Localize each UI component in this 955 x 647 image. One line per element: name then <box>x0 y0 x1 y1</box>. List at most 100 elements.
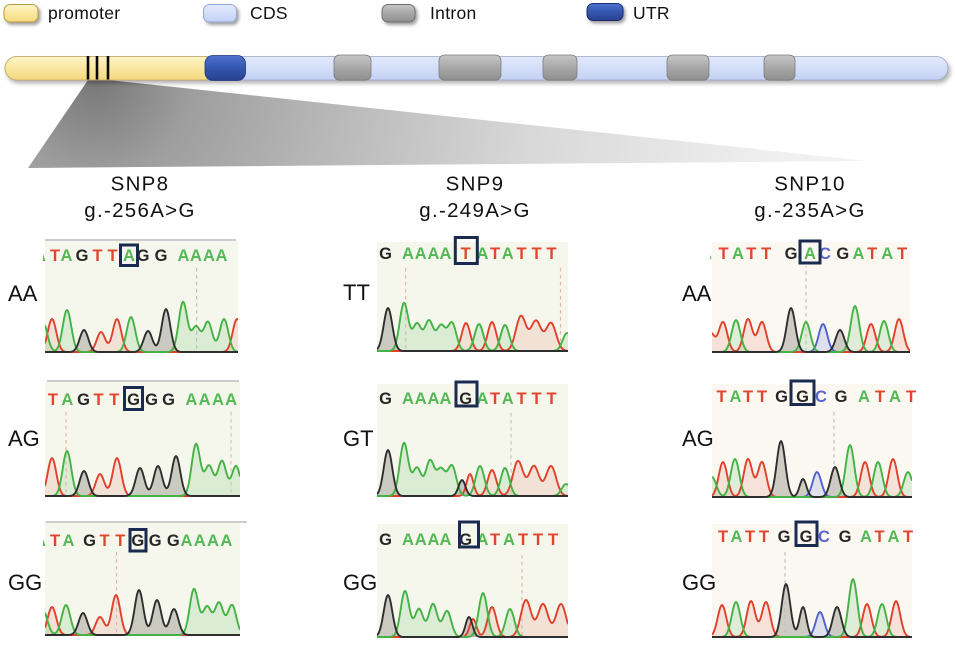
svg-text:A: A <box>502 390 514 408</box>
svg-text:T: T <box>92 247 102 265</box>
svg-text:T: T <box>533 531 543 549</box>
svg-text:T: T <box>757 388 767 406</box>
svg-text:G: G <box>778 528 791 546</box>
svg-text:T: T <box>50 247 60 265</box>
svg-text:A: A <box>700 245 712 263</box>
svg-text:G: G <box>149 532 162 550</box>
svg-text:A: A <box>185 391 197 409</box>
svg-text:T: T <box>531 390 541 408</box>
svg-text:G: G <box>775 388 788 406</box>
svg-text:G: G <box>796 388 809 406</box>
svg-text:T: T <box>906 388 916 406</box>
svg-text:A: A <box>194 532 206 550</box>
svg-text:T: T <box>518 531 528 549</box>
svg-text:T: T <box>759 528 769 546</box>
svg-text:A: A <box>440 390 452 408</box>
svg-text:G: G <box>785 245 798 263</box>
svg-text:T: T <box>548 531 558 549</box>
svg-text:A: A <box>402 531 414 549</box>
svg-text:G: G <box>379 245 392 263</box>
svg-text:A: A <box>732 245 744 263</box>
svg-text:promoter: promoter <box>48 3 120 23</box>
svg-text:A: A <box>415 531 427 549</box>
svg-text:A: A <box>731 528 743 546</box>
svg-text:A: A <box>888 528 900 546</box>
svg-text:A: A <box>730 388 742 406</box>
svg-text:A: A <box>503 531 515 549</box>
svg-text:G: G <box>379 390 392 408</box>
svg-text:A: A <box>427 390 439 408</box>
svg-text:G: G <box>167 532 180 550</box>
svg-text:G: G <box>137 247 150 265</box>
svg-text:G: G <box>379 531 392 549</box>
svg-text:SNP10: SNP10 <box>774 173 845 196</box>
svg-text:T: T <box>516 390 526 408</box>
svg-text:A: A <box>123 247 135 265</box>
svg-text:G: G <box>155 247 168 265</box>
svg-text:A: A <box>402 245 414 263</box>
svg-text:A: A <box>860 528 872 546</box>
svg-text:T: T <box>490 390 500 408</box>
svg-text:A: A <box>440 245 452 263</box>
svg-text:A: A <box>415 390 427 408</box>
svg-text:CDS: CDS <box>250 3 288 23</box>
svg-text:T: T <box>109 391 119 409</box>
svg-text:g.-235A>G: g.-235A>G <box>754 199 865 222</box>
svg-text:T: T <box>897 245 907 263</box>
svg-text:T: T <box>745 528 755 546</box>
svg-text:A: A <box>61 247 73 265</box>
svg-text:G: G <box>839 528 852 546</box>
svg-text:G: G <box>127 391 140 409</box>
svg-text:A: A <box>858 388 870 406</box>
svg-text:A: A <box>440 531 452 549</box>
svg-text:G: G <box>800 528 813 546</box>
svg-text:g.-256A>G: g.-256A>G <box>84 199 195 222</box>
svg-text:g.-249A>G: g.-249A>G <box>419 199 530 222</box>
svg-text:G: G <box>836 245 849 263</box>
svg-text:A: A <box>427 245 439 263</box>
svg-text:A: A <box>427 531 439 549</box>
svg-text:GG: GG <box>682 570 716 595</box>
svg-text:T: T <box>716 388 726 406</box>
svg-text:G: G <box>83 532 96 550</box>
svg-text:C: C <box>815 388 827 406</box>
svg-text:A: A <box>889 388 901 406</box>
svg-text:A: A <box>34 532 46 550</box>
svg-text:T: T <box>48 391 58 409</box>
svg-text:A: A <box>502 245 514 263</box>
svg-text:T: T <box>743 388 753 406</box>
svg-text:T: T <box>874 528 884 546</box>
svg-text:G: G <box>131 532 144 550</box>
svg-text:GT: GT <box>343 426 374 451</box>
svg-text:G: G <box>145 391 158 409</box>
svg-text:T: T <box>490 245 500 263</box>
svg-text:A: A <box>61 391 73 409</box>
svg-text:A: A <box>476 245 488 263</box>
svg-text:T: T <box>546 390 556 408</box>
svg-text:T: T <box>531 245 541 263</box>
svg-text:A: A <box>212 391 224 409</box>
svg-text:T: T <box>50 532 60 550</box>
svg-text:AG: AG <box>682 426 714 451</box>
svg-text:T: T <box>875 388 885 406</box>
svg-text:T: T <box>115 532 125 550</box>
svg-text:T: T <box>761 245 771 263</box>
svg-text:T: T <box>867 245 877 263</box>
svg-text:T: T <box>94 391 104 409</box>
svg-text:A: A <box>881 245 893 263</box>
svg-text:A: A <box>225 391 237 409</box>
svg-text:G: G <box>835 388 848 406</box>
svg-text:AA: AA <box>8 281 38 306</box>
svg-text:A: A <box>207 532 219 550</box>
svg-text:TT: TT <box>343 280 370 305</box>
svg-text:A: A <box>34 247 46 265</box>
svg-text:C: C <box>819 245 831 263</box>
svg-text:T: T <box>461 245 471 263</box>
svg-text:T: T <box>718 528 728 546</box>
svg-text:T: T <box>719 245 729 263</box>
svg-text:AA: AA <box>682 281 712 306</box>
svg-text:GG: GG <box>8 570 42 595</box>
svg-text:G: G <box>162 391 175 409</box>
svg-text:T: T <box>746 245 756 263</box>
svg-text:C: C <box>818 528 830 546</box>
